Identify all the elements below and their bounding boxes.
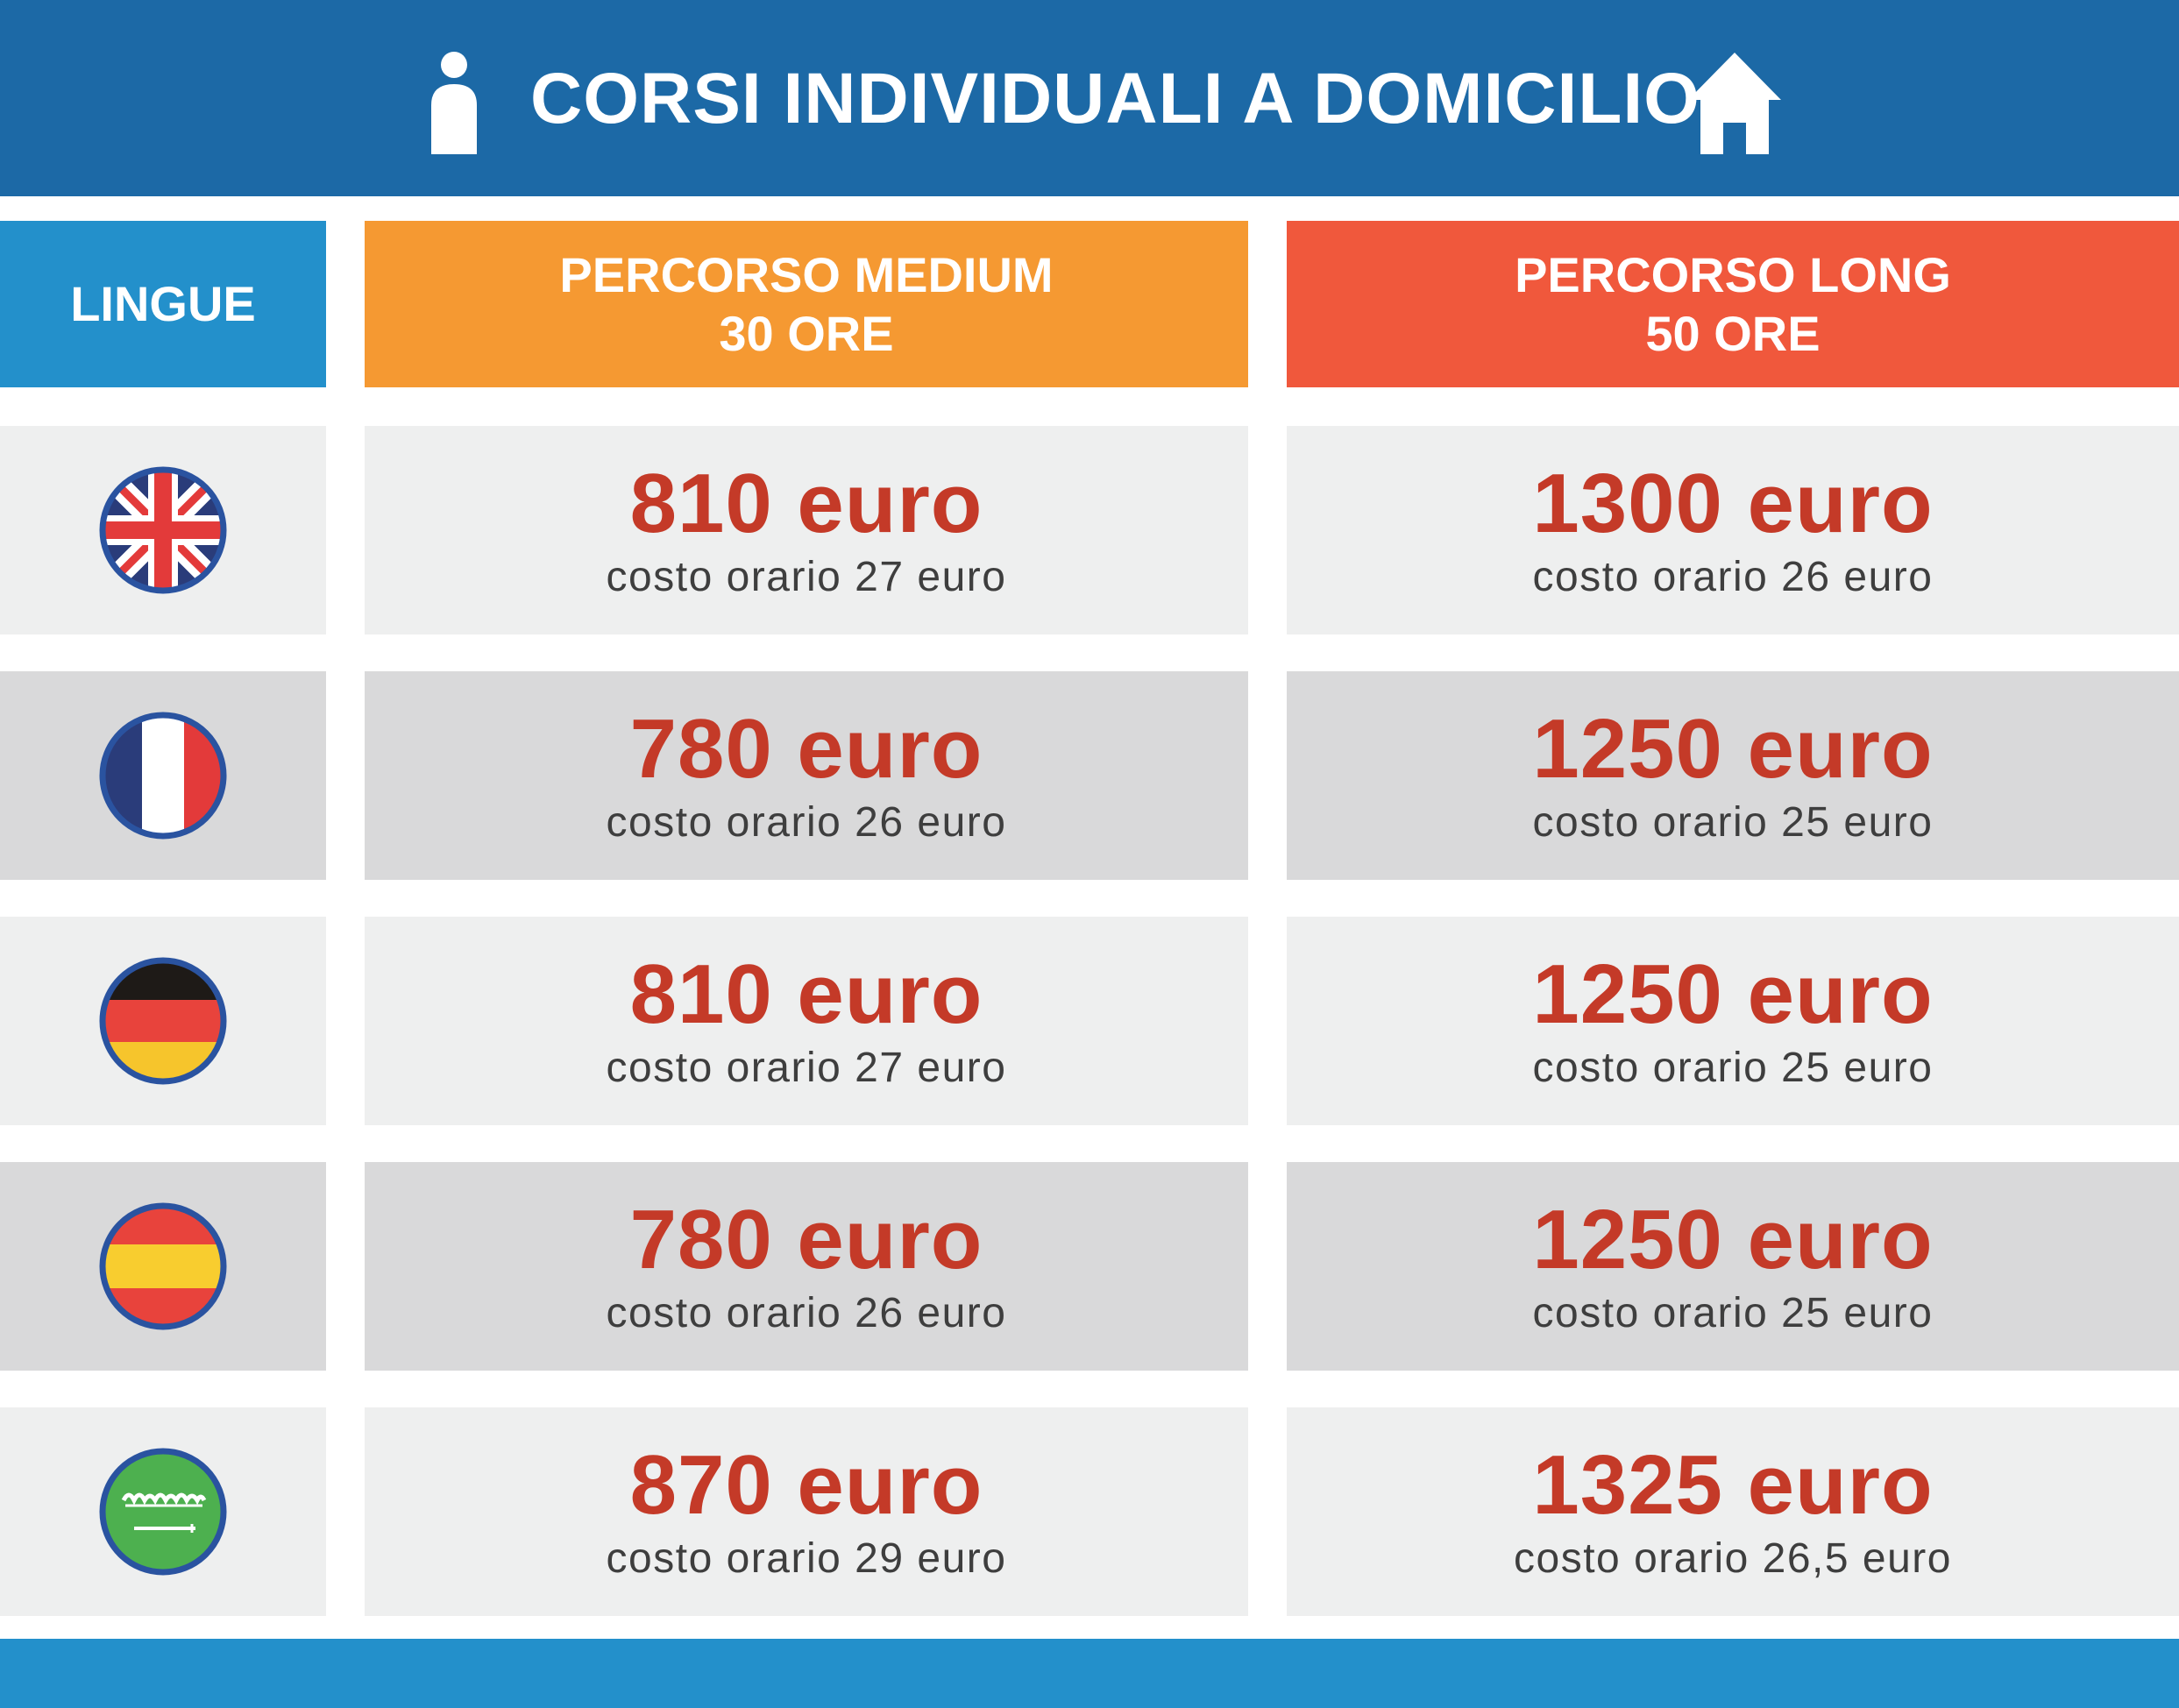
hourly-rate: costo orario 27 euro: [606, 1045, 1007, 1091]
saudi-arabia-flag-icon: [99, 1448, 227, 1576]
spain-flag-icon: [99, 1202, 227, 1330]
column-header-long-hours: 50 ORE: [1645, 306, 1821, 361]
home-icon: [1688, 53, 1781, 154]
row-spanish-flag-cell: [0, 1162, 326, 1371]
hourly-rate: costo orario 26 euro: [1532, 554, 1934, 600]
row-arabic-flag-cell: [0, 1407, 326, 1616]
row-german-flag-cell: [0, 917, 326, 1125]
row-german-medium-cell: 810 euro costo orario 27 euro: [365, 917, 1248, 1125]
row-spanish-long-cell: 1250 euro costo orario 25 euro: [1287, 1162, 2179, 1371]
price: 810 euro: [629, 457, 983, 550]
price: 1250 euro: [1532, 947, 1934, 1041]
price: 780 euro: [629, 1193, 983, 1286]
column-header-long-title: PERCORSO LONG: [1515, 246, 1951, 302]
person-icon: [431, 52, 477, 154]
hourly-rate: costo orario 26 euro: [606, 799, 1007, 846]
column-header-lingue: LINGUE: [0, 221, 326, 387]
row-english-medium-cell: 810 euro costo orario 27 euro: [365, 426, 1248, 634]
hourly-rate: costo orario 25 euro: [1532, 799, 1934, 846]
footer-bar: [0, 1639, 2179, 1708]
uk-flag-icon: [99, 466, 227, 594]
germany-flag-icon: [99, 957, 227, 1085]
price: 1250 euro: [1532, 1193, 1934, 1286]
row-english-long-cell: 1300 euro costo orario 26 euro: [1287, 426, 2179, 634]
hourly-rate: costo orario 29 euro: [606, 1535, 1007, 1582]
row-french-flag-cell: [0, 671, 326, 880]
row-spanish-medium-cell: 780 euro costo orario 26 euro: [365, 1162, 1248, 1371]
hourly-rate: costo orario 25 euro: [1532, 1290, 1934, 1336]
hourly-rate: costo orario 26 euro: [606, 1290, 1007, 1336]
price: 1325 euro: [1532, 1438, 1934, 1532]
column-header-medium-title: PERCORSO MEDIUM: [559, 246, 1054, 302]
price: 1300 euro: [1532, 457, 1934, 550]
page-title: CORSI INDIVIDUALI A DOMICILIO: [530, 59, 1700, 138]
column-header-medium: PERCORSO MEDIUM 30 ORE: [365, 221, 1248, 387]
column-header-lingue-label: LINGUE: [70, 276, 256, 332]
france-flag-icon: [99, 712, 227, 840]
hourly-rate: costo orario 27 euro: [606, 554, 1007, 600]
price: 870 euro: [629, 1438, 983, 1532]
hourly-rate: costo orario 26,5 euro: [1514, 1535, 1952, 1582]
row-german-long-cell: 1250 euro costo orario 25 euro: [1287, 917, 2179, 1125]
row-arabic-medium-cell: 870 euro costo orario 29 euro: [365, 1407, 1248, 1616]
hourly-rate: costo orario 25 euro: [1532, 1045, 1934, 1091]
price: 780 euro: [629, 702, 983, 796]
row-arabic-long-cell: 1325 euro costo orario 26,5 euro: [1287, 1407, 2179, 1616]
price: 810 euro: [629, 947, 983, 1041]
row-english-flag-cell: [0, 426, 326, 634]
column-header-medium-hours: 30 ORE: [719, 306, 894, 361]
page-header: CORSI INDIVIDUALI A DOMICILIO: [0, 0, 2179, 196]
row-french-medium-cell: 780 euro costo orario 26 euro: [365, 671, 1248, 880]
column-header-long: PERCORSO LONG 50 ORE: [1287, 221, 2179, 387]
price: 1250 euro: [1532, 702, 1934, 796]
row-french-long-cell: 1250 euro costo orario 25 euro: [1287, 671, 2179, 880]
